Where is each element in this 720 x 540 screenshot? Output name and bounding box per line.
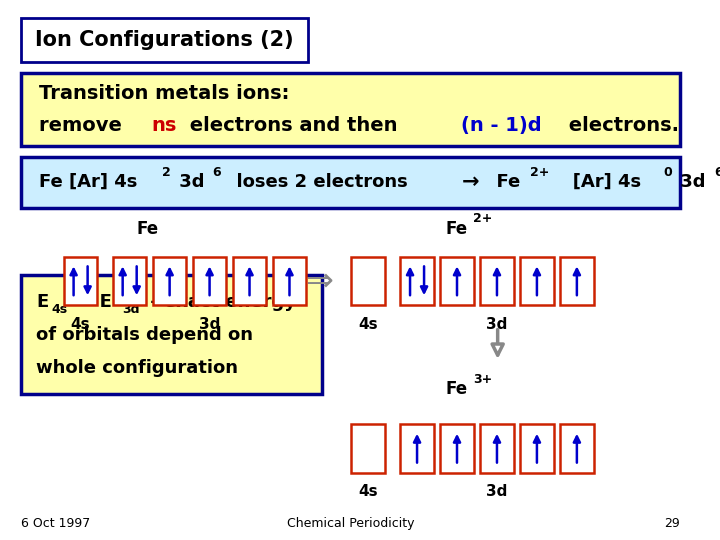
Text: remove: remove (39, 116, 128, 135)
Bar (480, 424, 514, 472)
Text: 2+: 2+ (473, 212, 492, 225)
Text: 0: 0 (664, 166, 672, 179)
Text: Fe: Fe (445, 220, 467, 239)
Text: 3d: 3d (173, 173, 204, 191)
Bar (440, 256, 474, 305)
FancyBboxPatch shape (21, 73, 680, 146)
Bar (520, 256, 554, 305)
Bar (520, 424, 554, 472)
Bar (153, 256, 186, 305)
Bar (400, 424, 434, 472)
FancyBboxPatch shape (21, 157, 680, 208)
Bar (64, 256, 97, 305)
Text: E: E (37, 293, 49, 310)
Text: ns: ns (151, 116, 176, 135)
Text: 6: 6 (212, 166, 221, 179)
Text: 3d: 3d (675, 173, 706, 191)
Text: [Ar] 4s: [Ar] 4s (554, 173, 642, 191)
Text: Chemical Periodicity: Chemical Periodicity (287, 517, 414, 530)
Bar (351, 424, 384, 472)
Bar (440, 424, 474, 472)
Text: 6 Oct 1997: 6 Oct 1997 (21, 517, 90, 530)
Text: electrons and then: electrons and then (183, 116, 404, 135)
Text: Transition metals ions:: Transition metals ions: (39, 84, 289, 103)
Text: 3+: 3+ (473, 373, 492, 386)
Text: (n - 1)d: (n - 1)d (461, 116, 541, 135)
Bar (480, 256, 514, 305)
Bar (193, 256, 226, 305)
Bar (233, 256, 266, 305)
Text: 3d: 3d (122, 303, 140, 316)
Bar (351, 256, 384, 305)
Text: 4s: 4s (52, 303, 68, 316)
Text: 29: 29 (664, 517, 680, 530)
Text: Fe: Fe (445, 380, 467, 398)
Text: 4s: 4s (358, 317, 378, 332)
FancyBboxPatch shape (21, 18, 308, 62)
Text: Fe: Fe (136, 220, 158, 239)
Text: 2: 2 (162, 166, 171, 179)
Text: 3d: 3d (486, 484, 508, 500)
Text: loses 2 electrons: loses 2 electrons (223, 173, 413, 191)
Text: 3d: 3d (199, 317, 220, 332)
Bar (560, 256, 594, 305)
Bar (560, 424, 594, 472)
Bar (273, 256, 306, 305)
Text: ⇒: ⇒ (305, 264, 333, 298)
Text: ∼ E: ∼ E (72, 293, 112, 310)
FancyBboxPatch shape (21, 275, 323, 394)
Text: →: → (462, 172, 480, 192)
Bar (113, 256, 146, 305)
Text: 4s: 4s (358, 484, 378, 500)
Text: Fe: Fe (484, 173, 521, 191)
Text: Fe [Ar] 4s: Fe [Ar] 4s (39, 173, 137, 191)
Text: 2+: 2+ (530, 166, 549, 179)
Text: of orbitals depend on: of orbitals depend on (37, 326, 253, 344)
Text: 4s: 4s (71, 317, 91, 332)
Text: electrons.: electrons. (562, 116, 679, 135)
Text: whole configuration: whole configuration (37, 359, 238, 377)
Text: - exact energy: - exact energy (144, 293, 296, 310)
Text: 6: 6 (714, 166, 720, 179)
Bar (400, 256, 434, 305)
Text: 3d: 3d (486, 317, 508, 332)
Text: Ion Configurations (2): Ion Configurations (2) (35, 30, 294, 50)
